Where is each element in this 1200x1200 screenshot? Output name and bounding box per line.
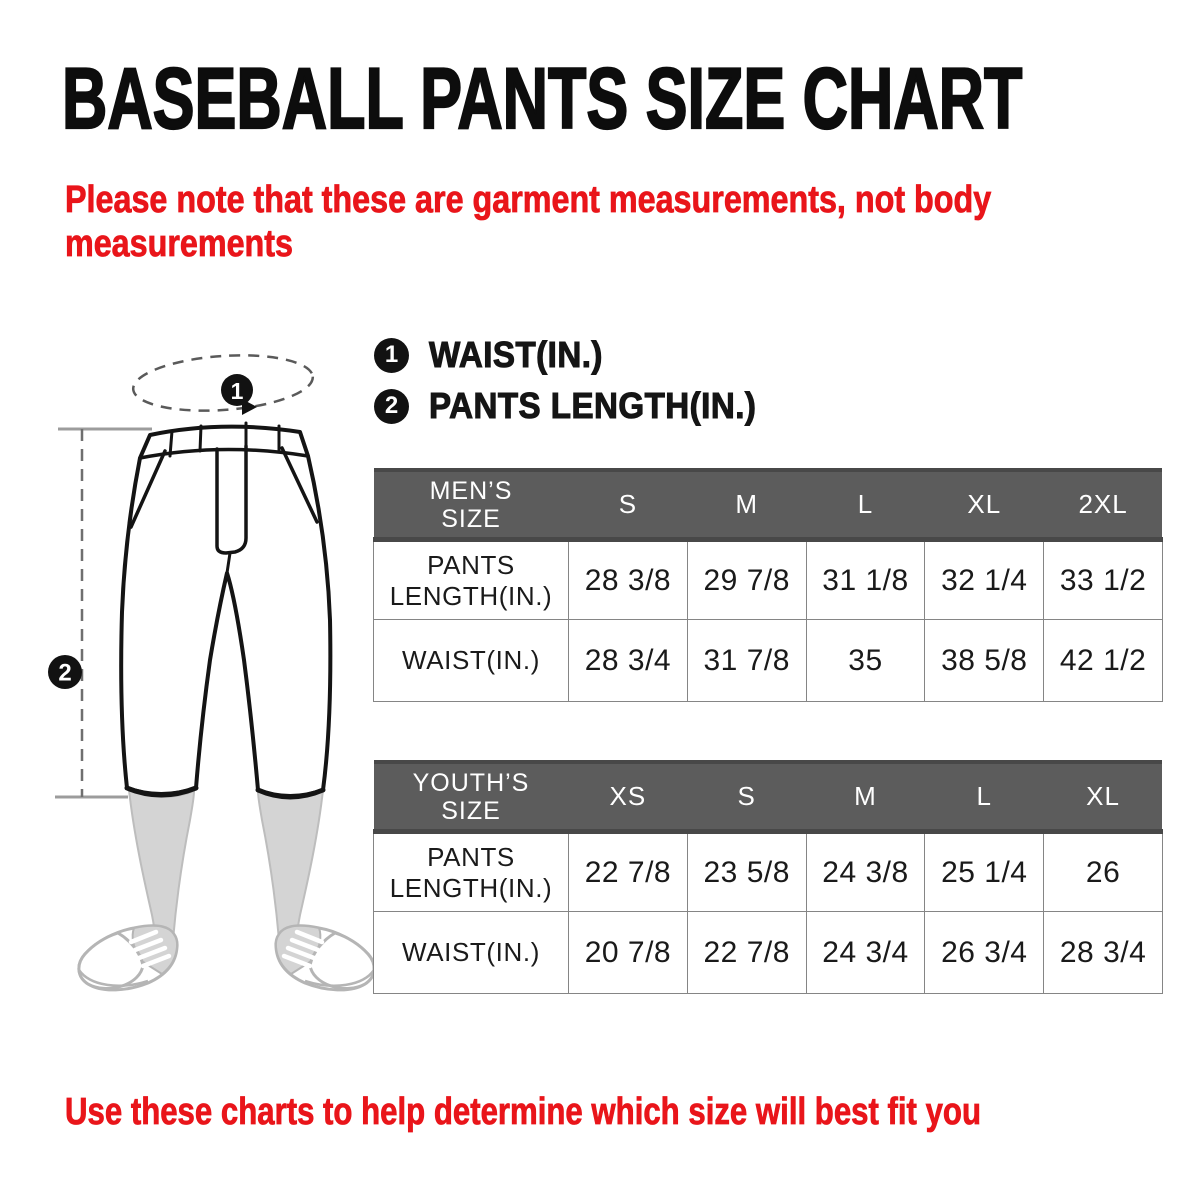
- table-cell: 26: [1043, 831, 1163, 912]
- garment-measurement-note: Please note that these are garment measu…: [65, 179, 992, 266]
- table-cell: 22 7/8: [568, 831, 688, 912]
- marker-2-label: 2: [58, 660, 71, 687]
- table-cell: 26 3/4: [924, 911, 1045, 994]
- left-pocket-seam: [129, 449, 167, 529]
- table-cell: 28 3/4: [1043, 911, 1163, 994]
- mens-size-xl: XL: [924, 468, 1044, 542]
- mens-pants-length-row: PANTS LENGTH(IN.) 28 3/8 29 7/8 31 1/8 3…: [373, 539, 1163, 620]
- mens-header-row: MEN’S SIZE S M L XL 2XL: [373, 468, 1163, 542]
- right-shoe: [276, 926, 374, 990]
- mens-size-s: S: [568, 468, 688, 542]
- marker-1-badge: 1: [221, 374, 253, 406]
- row-label: WAIST(IN.): [373, 619, 569, 702]
- page-title: BASEBALL PANTS SIZE CHART: [61, 51, 1023, 147]
- mens-size-m: M: [687, 468, 807, 542]
- youths-pants-length-row: PANTS LENGTH(IN.) 22 7/8 23 5/8 24 3/8 2…: [373, 831, 1163, 912]
- pants-diagram: 1 2: [48, 354, 390, 1020]
- row-label: PANTS LENGTH(IN.): [373, 539, 569, 620]
- table-cell: 31 7/8: [686, 619, 807, 702]
- table-cell: 28 3/4: [568, 619, 688, 702]
- right-sock: [257, 789, 324, 941]
- table-cell: 24 3/4: [805, 911, 926, 994]
- youths-size-table: YOUTH’S SIZE XS S M L XL PANTS LENGTH(IN…: [373, 760, 1163, 994]
- crotch-seam: [225, 551, 232, 575]
- waistband-seam: [138, 447, 310, 460]
- waist-dashed-ellipse: [131, 354, 315, 412]
- table-cell: 25 1/4: [924, 831, 1045, 912]
- table-cell: 42 1/2: [1043, 619, 1163, 702]
- youths-size-xs: XS: [568, 760, 688, 834]
- left-sock: [127, 788, 196, 941]
- table-cell: 24 3/8: [805, 831, 926, 912]
- youths-size-l: L: [924, 760, 1044, 834]
- table-cell: 33 1/2: [1043, 539, 1163, 620]
- mens-waist-row: WAIST(IN.) 28 3/4 31 7/8 35 38 5/8 42 1/…: [373, 619, 1163, 702]
- table-cell: 29 7/8: [686, 539, 807, 620]
- left-shoe: [77, 924, 179, 992]
- pants-body: [119, 424, 333, 798]
- legend-1-badge: 1: [374, 337, 409, 373]
- mens-table-corner: MEN’S SIZE: [373, 468, 569, 542]
- mens-size-l: L: [806, 468, 925, 542]
- legend-item-waist: 1 WAIST(IN.): [374, 333, 785, 376]
- youths-size-s: S: [687, 760, 807, 834]
- socks: [127, 788, 324, 941]
- measurement-legend: 1 WAIST(IN.) 2 PANTS LENGTH(IN.): [374, 333, 785, 427]
- table-cell: 35: [805, 619, 926, 702]
- legend-2-label: PANTS LENGTH(IN.): [428, 384, 757, 426]
- fit-advice-note: Use these charts to help determine which…: [65, 1091, 982, 1134]
- legend-1-label: WAIST(IN.): [428, 333, 603, 375]
- left-cuff: [124, 785, 199, 798]
- table-cell: 38 5/8: [924, 619, 1045, 702]
- right-pocket-seam: [280, 446, 319, 524]
- mens-size-2xl: 2XL: [1043, 468, 1163, 542]
- table-cell: 32 1/4: [924, 539, 1045, 620]
- legend-item-pants-length: 2 PANTS LENGTH(IN.): [374, 384, 785, 427]
- right-cuff: [255, 787, 326, 800]
- pants-outline: [119, 421, 333, 800]
- youths-table-corner: YOUTH’S SIZE: [373, 760, 569, 834]
- table-cell: 28 3/8: [568, 539, 688, 620]
- youths-size-m: M: [806, 760, 925, 834]
- legend-2-badge: 2: [374, 388, 409, 424]
- table-cell: 22 7/8: [686, 911, 807, 994]
- youths-header-row: YOUTH’S SIZE XS S M L XL: [373, 760, 1163, 834]
- mens-size-table: MEN’S SIZE S M L XL 2XL PANTS LENGTH(IN.…: [373, 468, 1163, 702]
- row-label: WAIST(IN.): [373, 911, 569, 994]
- marker-1-label: 1: [231, 378, 244, 404]
- youths-waist-row: WAIST(IN.) 20 7/8 22 7/8 24 3/4 26 3/4 2…: [373, 911, 1163, 994]
- table-cell: 20 7/8: [568, 911, 688, 994]
- table-cell: 23 5/8: [686, 831, 807, 912]
- table-cell: 31 1/8: [805, 539, 926, 620]
- row-label: PANTS LENGTH(IN.): [373, 831, 569, 912]
- youths-size-xl: XL: [1043, 760, 1163, 834]
- belt-loops: [168, 421, 281, 458]
- marker-2-badge: 2: [48, 655, 82, 689]
